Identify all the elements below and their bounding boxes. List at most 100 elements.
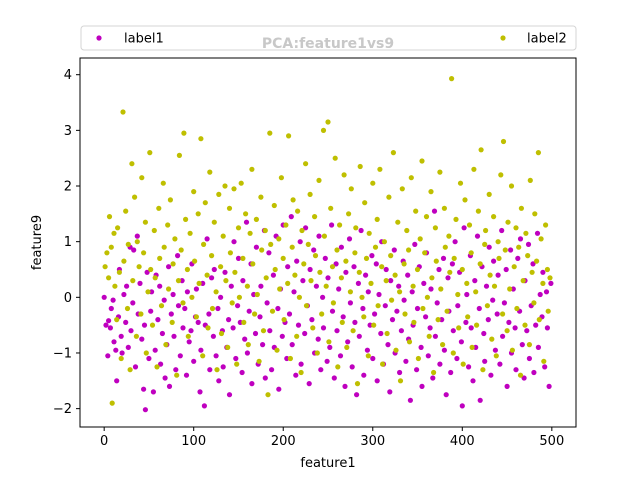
data-point-label2 bbox=[429, 275, 435, 281]
data-point-label1 bbox=[267, 328, 273, 334]
data-point-label1 bbox=[491, 258, 497, 264]
data-point-label2 bbox=[371, 322, 377, 328]
data-point-label2 bbox=[462, 197, 468, 203]
data-point-label1 bbox=[276, 386, 282, 392]
data-point-label2 bbox=[102, 264, 108, 270]
data-point-label2 bbox=[431, 369, 437, 376]
data-point-label1 bbox=[497, 361, 503, 367]
data-point-label1 bbox=[162, 375, 168, 381]
data-point-label2 bbox=[195, 211, 201, 217]
data-point-label1 bbox=[396, 283, 402, 289]
data-point-label1 bbox=[535, 344, 542, 350]
data-point-label2 bbox=[260, 328, 267, 334]
data-point-label2 bbox=[388, 253, 394, 259]
data-point-label2 bbox=[198, 136, 204, 142]
data-point-label2 bbox=[323, 283, 329, 289]
data-point-label2 bbox=[422, 250, 428, 256]
data-point-label1 bbox=[262, 375, 268, 381]
data-point-label2 bbox=[449, 76, 455, 82]
data-point-label2 bbox=[354, 381, 361, 387]
data-point-label2 bbox=[213, 289, 219, 295]
data-point-label2 bbox=[200, 353, 206, 359]
data-point-label2 bbox=[314, 350, 320, 356]
data-point-label2 bbox=[202, 200, 208, 206]
data-point-label2 bbox=[375, 303, 381, 309]
data-point-label2 bbox=[383, 278, 389, 284]
data-point-label1 bbox=[327, 344, 333, 350]
data-point-label1 bbox=[336, 286, 342, 292]
legend-label-label2: label2 bbox=[527, 32, 567, 47]
data-point-label2 bbox=[366, 230, 372, 236]
data-point-label2 bbox=[256, 358, 262, 364]
data-point-label1 bbox=[186, 339, 192, 345]
data-point-label1 bbox=[269, 367, 275, 373]
data-point-label1 bbox=[110, 297, 116, 303]
data-point-label1 bbox=[103, 322, 109, 328]
data-point-label1 bbox=[360, 305, 366, 312]
data-point-label1 bbox=[166, 264, 172, 270]
data-point-label2 bbox=[106, 275, 112, 281]
data-point-label1 bbox=[334, 328, 340, 334]
data-point-label1 bbox=[228, 283, 234, 289]
data-point-label1 bbox=[369, 253, 375, 259]
data-point-label1 bbox=[191, 358, 197, 364]
data-point-label1 bbox=[118, 333, 124, 339]
data-point-label2 bbox=[478, 147, 484, 153]
data-point-label1 bbox=[351, 264, 357, 270]
data-point-label1 bbox=[418, 344, 424, 350]
data-point-label2 bbox=[123, 208, 129, 214]
plot-frame bbox=[79, 57, 577, 428]
data-point-label2 bbox=[298, 369, 304, 376]
data-point-label2 bbox=[415, 355, 421, 362]
data-point-label2 bbox=[218, 264, 224, 270]
data-point-label1 bbox=[459, 403, 465, 409]
data-point-label1 bbox=[295, 322, 302, 328]
data-point-label2 bbox=[220, 233, 226, 239]
data-point-label2 bbox=[486, 191, 492, 197]
data-point-label2 bbox=[399, 186, 405, 192]
data-point-label2 bbox=[435, 317, 441, 323]
data-point-label2 bbox=[482, 241, 488, 247]
data-point-label2 bbox=[321, 233, 327, 239]
data-point-label1 bbox=[488, 372, 494, 378]
data-point-label2 bbox=[169, 319, 175, 325]
data-point-label2 bbox=[170, 261, 176, 267]
data-point-label2 bbox=[457, 180, 464, 186]
data-point-label2 bbox=[294, 333, 300, 339]
data-point-label2 bbox=[495, 239, 501, 245]
data-point-label1 bbox=[432, 333, 438, 339]
data-point-label2 bbox=[211, 219, 217, 225]
data-point-label1 bbox=[152, 347, 158, 353]
data-point-label1 bbox=[130, 300, 136, 306]
data-point-label1 bbox=[428, 286, 434, 292]
data-point-label1 bbox=[361, 372, 367, 378]
data-point-label2 bbox=[466, 222, 473, 228]
data-point-label1 bbox=[113, 347, 119, 353]
data-point-label1 bbox=[309, 317, 315, 323]
data-point-label1 bbox=[173, 367, 179, 373]
data-point-label2 bbox=[362, 200, 368, 206]
data-point-label2 bbox=[374, 216, 380, 222]
data-point-label2 bbox=[312, 214, 318, 220]
data-point-label2 bbox=[453, 216, 459, 222]
data-point-label2 bbox=[438, 286, 444, 292]
data-point-label2 bbox=[545, 308, 551, 314]
data-point-label2 bbox=[337, 222, 343, 228]
data-point-label2 bbox=[141, 250, 147, 256]
data-point-label2 bbox=[397, 378, 404, 384]
data-point-label1 bbox=[322, 255, 328, 261]
data-point-label2 bbox=[473, 289, 479, 295]
data-point-label1 bbox=[235, 303, 241, 309]
data-point-label1 bbox=[513, 367, 519, 373]
data-point-label2 bbox=[193, 314, 199, 320]
data-point-label1 bbox=[419, 383, 425, 389]
data-point-label1 bbox=[443, 392, 449, 398]
data-point-label1 bbox=[355, 280, 361, 286]
data-point-label1 bbox=[142, 407, 148, 413]
data-point-label1 bbox=[544, 325, 551, 331]
data-point-label2 bbox=[361, 314, 367, 320]
data-point-label1 bbox=[291, 289, 297, 295]
data-point-label1 bbox=[376, 291, 382, 298]
data-point-label2 bbox=[312, 253, 319, 259]
data-point-label2 bbox=[444, 308, 450, 314]
